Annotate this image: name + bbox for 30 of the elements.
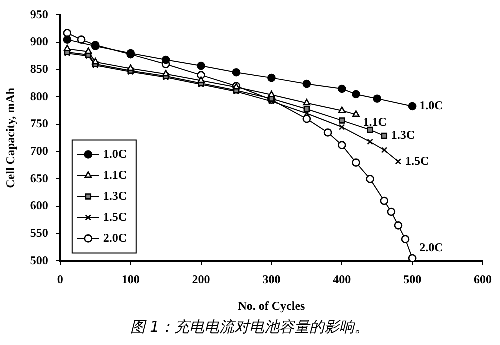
legend-label: 1.1C xyxy=(103,168,128,182)
y-tick-label: 900 xyxy=(30,34,48,49)
legend-label: 1.0C xyxy=(103,146,128,161)
y-tick-label: 700 xyxy=(30,144,48,158)
annotation: 1.0C xyxy=(420,98,444,113)
y-tick-label: 850 xyxy=(30,62,48,76)
x-tick-label: 400 xyxy=(333,272,352,286)
y-tick-label: 800 xyxy=(30,89,48,104)
x-axis-title: No. of Cycles xyxy=(238,298,306,313)
legend-label: 2.0C xyxy=(103,230,128,245)
y-tick-label: 600 xyxy=(30,198,48,213)
legend-label: 1.5C xyxy=(103,210,128,224)
y-tick-label: 500 xyxy=(30,253,48,268)
x-tick-label: 300 xyxy=(262,272,281,286)
x-tick-label: 500 xyxy=(404,272,422,286)
y-tick-label: 750 xyxy=(30,116,48,131)
annotation: 1.3C xyxy=(391,128,416,142)
y-tick-label: 550 xyxy=(30,226,48,240)
annotation: 1.5C xyxy=(405,154,430,168)
y-axis-title: Cell Capacity, mAh xyxy=(3,88,18,188)
legend-label: 1.3C xyxy=(103,188,128,203)
y-tick-label: 650 xyxy=(30,171,48,186)
x-tick-label: 200 xyxy=(192,272,210,286)
annotation: 1.1C xyxy=(363,114,387,129)
x-tick-label: 100 xyxy=(122,272,140,286)
y-tick-label: 950 xyxy=(30,7,48,22)
caption: 图 1：充电电流对电池容量的影响。 xyxy=(129,318,371,337)
annotation: 2.0C xyxy=(420,240,444,255)
x-tick-label: 0 xyxy=(57,272,64,286)
x-tick-label: 600 xyxy=(474,272,492,286)
